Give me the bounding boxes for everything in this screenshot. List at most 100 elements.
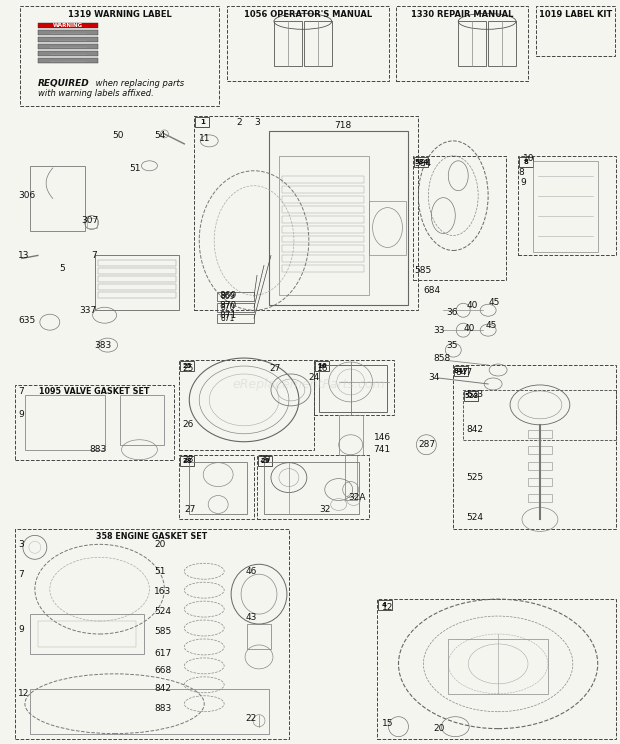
Bar (369, 201, 407, 255)
Bar (528, 430, 552, 437)
Text: 46: 46 (245, 567, 257, 576)
Text: 3: 3 (254, 118, 260, 127)
Text: 337: 337 (80, 306, 97, 315)
Bar (179, 455, 254, 519)
Text: 1319 WARNING LABEL: 1319 WARNING LABEL (68, 10, 171, 19)
Text: 718: 718 (334, 121, 351, 130)
Text: ─────────────: ───────────── (49, 37, 86, 42)
Text: 16: 16 (317, 363, 327, 369)
Bar (282, 196, 363, 202)
Bar (414, 155, 506, 280)
Bar (95, 255, 179, 310)
Text: 3: 3 (18, 540, 24, 549)
Bar (97, 269, 176, 275)
Text: 8: 8 (518, 168, 524, 177)
Bar (189, 462, 247, 514)
Text: 35: 35 (446, 341, 458, 350)
Bar (282, 255, 363, 263)
Text: 617: 617 (154, 650, 172, 658)
Bar (533, 161, 598, 252)
Bar (30, 689, 269, 734)
Text: 584: 584 (414, 158, 428, 165)
Bar (97, 260, 176, 266)
Text: 525: 525 (466, 473, 484, 482)
Text: 7: 7 (18, 388, 24, 397)
Bar (25, 395, 105, 449)
Text: 27: 27 (184, 505, 196, 514)
Text: 358 ENGINE GASKET SET: 358 ENGINE GASKET SET (96, 532, 208, 541)
Text: 20: 20 (154, 540, 166, 549)
Text: 36: 36 (446, 308, 458, 317)
Text: 8: 8 (523, 158, 528, 165)
Bar (282, 176, 363, 183)
Text: 1330 REPAIR MANUAL: 1330 REPAIR MANUAL (411, 10, 513, 19)
Text: REQUIRED: REQUIRED (38, 79, 90, 88)
Text: 524: 524 (466, 513, 483, 522)
Text: 4: 4 (382, 602, 387, 608)
Text: 635: 635 (18, 315, 35, 324)
Bar (227, 7, 389, 81)
Bar (315, 361, 329, 371)
Bar (453, 365, 616, 530)
Bar (528, 478, 552, 486)
Text: 858: 858 (433, 353, 451, 362)
Text: 163: 163 (154, 587, 172, 596)
Text: 1019 LABEL KIT: 1019 LABEL KIT (539, 10, 612, 19)
Text: 10: 10 (523, 154, 534, 164)
Text: 12: 12 (381, 603, 393, 612)
Text: 32A: 32A (348, 493, 366, 502)
Bar (519, 157, 533, 167)
Text: 51: 51 (154, 567, 166, 576)
Text: 16: 16 (317, 364, 329, 373)
Bar (376, 599, 616, 739)
Text: 1: 1 (200, 119, 205, 125)
Text: 15: 15 (381, 719, 393, 728)
Bar (282, 246, 363, 252)
Text: 20: 20 (433, 724, 445, 733)
Text: 883: 883 (90, 445, 107, 454)
Text: 847: 847 (454, 368, 469, 374)
Bar (345, 455, 356, 499)
Text: 684: 684 (423, 286, 441, 295)
Bar (279, 155, 369, 295)
Bar (463, 390, 616, 440)
Bar (339, 415, 363, 455)
Bar (257, 455, 369, 519)
Text: 883: 883 (154, 705, 172, 713)
Bar (258, 455, 272, 466)
Bar (282, 205, 363, 213)
Text: 45: 45 (485, 321, 497, 330)
Bar (38, 51, 97, 57)
Bar (282, 186, 363, 193)
Bar (38, 44, 97, 49)
Text: 870: 870 (219, 301, 236, 310)
Bar (38, 37, 97, 42)
Bar (458, 22, 486, 66)
Text: 871: 871 (220, 314, 234, 323)
Text: eReplacementParts.com: eReplacementParts.com (232, 379, 385, 391)
Text: when replacing parts: when replacing parts (92, 79, 184, 88)
Text: WARNING: WARNING (53, 23, 83, 28)
Bar (217, 304, 254, 312)
Bar (264, 462, 358, 514)
Bar (15, 385, 174, 460)
Bar (319, 365, 386, 412)
Text: with warning labels affixed.: with warning labels affixed. (38, 89, 154, 97)
Text: 383: 383 (95, 341, 112, 350)
Text: 585: 585 (154, 626, 172, 635)
Bar (247, 624, 271, 649)
Bar (304, 22, 332, 66)
Text: 307: 307 (82, 216, 99, 225)
Bar (528, 446, 552, 454)
Bar (97, 292, 176, 298)
Bar (528, 462, 552, 469)
Text: 5: 5 (60, 264, 66, 273)
Text: 29: 29 (259, 455, 270, 464)
Text: 29: 29 (260, 458, 270, 464)
Bar (528, 493, 552, 501)
Bar (38, 23, 97, 28)
Bar (397, 7, 528, 81)
Bar (180, 455, 194, 466)
Bar (195, 117, 209, 127)
Text: ─────────────: ───────────── (49, 51, 86, 57)
